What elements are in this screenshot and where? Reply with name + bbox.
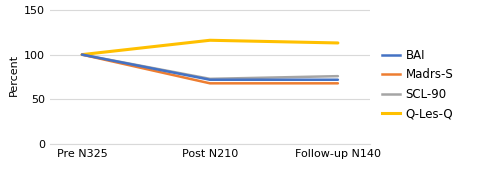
Q-Les-Q [207, 39, 213, 41]
Line: BAI: BAI [82, 55, 338, 80]
SCL-90 [335, 75, 341, 77]
Line: SCL-90: SCL-90 [82, 55, 338, 79]
BAI [335, 79, 341, 81]
Madrs-S [207, 82, 213, 84]
BAI [207, 79, 213, 81]
Legend: BAI, Madrs-S, SCL-90, Q-Les-Q: BAI, Madrs-S, SCL-90, Q-Les-Q [382, 49, 453, 120]
Madrs-S [335, 82, 341, 84]
Q-Les-Q [335, 42, 341, 44]
Y-axis label: Percent: Percent [8, 54, 18, 96]
BAI [79, 54, 85, 56]
SCL-90 [79, 54, 85, 56]
Line: Q-Les-Q: Q-Les-Q [82, 40, 338, 55]
Q-Les-Q [79, 54, 85, 56]
Madrs-S [79, 54, 85, 56]
SCL-90 [207, 78, 213, 80]
Line: Madrs-S: Madrs-S [82, 55, 338, 83]
